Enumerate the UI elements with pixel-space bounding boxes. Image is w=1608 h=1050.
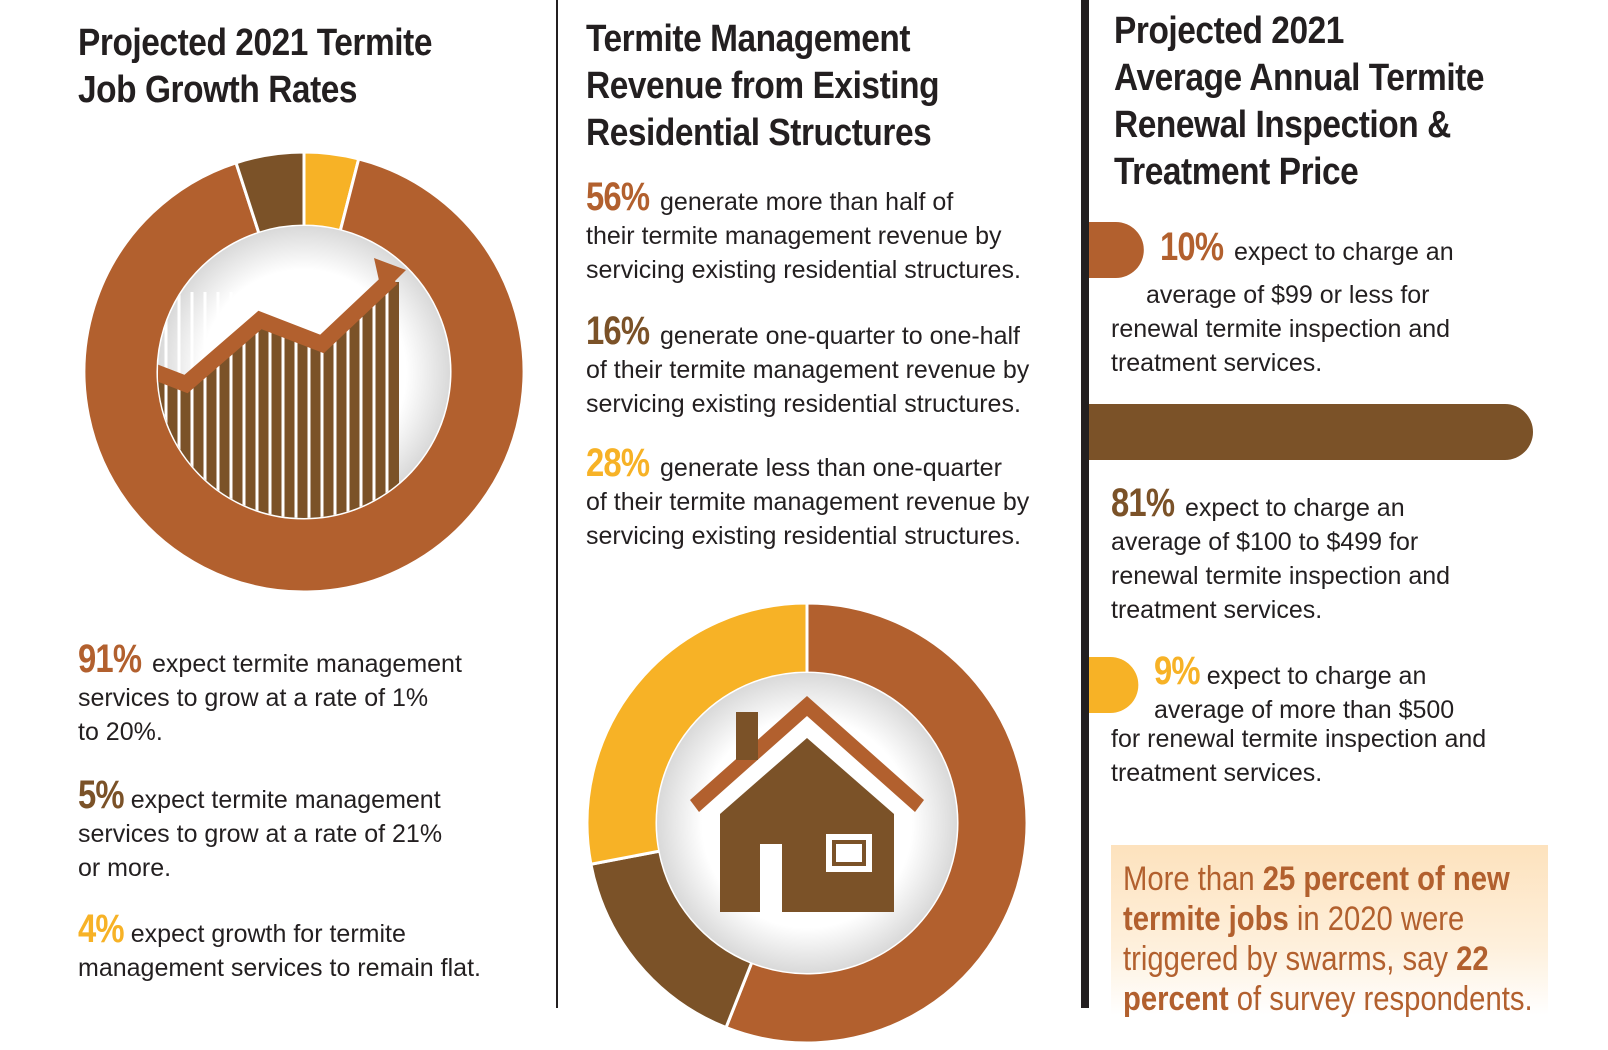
job-growth-title-line1: Projected 2021 Termite (78, 22, 433, 64)
stat-text: average of $100 to $499 for (1111, 528, 1419, 556)
stat-text: servicing existing residential structure… (586, 390, 1021, 418)
job-growth-donut-chart (82, 150, 526, 594)
stat-percent: 56% (586, 175, 650, 219)
job-growth-stat: 91% expect termite management services t… (78, 637, 462, 749)
price-stat: 81% expect to charge an average of $100 … (1111, 481, 1451, 627)
stat-text: expect growth for termite (130, 920, 406, 948)
stat-text: of their termite management revenue by (586, 488, 1030, 516)
callout-bold-text: 25 percent of new (1262, 860, 1510, 898)
price-bar (1089, 404, 1533, 460)
callout-text-part: triggered by swarms, say (1123, 940, 1457, 978)
stat-text: to 20%. (78, 718, 163, 746)
revenue-title-line3: Residential Structures (586, 112, 932, 154)
revenue-title-line1: Termite Management (586, 18, 911, 60)
column-divider-left (556, 0, 558, 1008)
price-title: Projected 2021 Average Annual Termite Re… (1114, 8, 1484, 196)
price-bar (1089, 657, 1139, 713)
job-growth-stat: 5% expect termite management services to… (78, 773, 443, 885)
price-title-line3: Renewal Inspection & (1114, 104, 1451, 146)
revenue-stat: 56% generate more than half of their ter… (586, 175, 1021, 287)
price-stat-line: renewal termite inspection and treatment… (1111, 312, 1450, 380)
stat-percent: 5% (78, 773, 125, 817)
stat-text: treatment services. (1111, 349, 1323, 377)
revenue-donut-chart (585, 601, 1029, 1045)
stat-text: expect to charge an (1234, 238, 1454, 266)
stat-text: renewal termite inspection and (1111, 562, 1451, 590)
price-bar-fill (1089, 657, 1139, 713)
stat-text: expect termite management (152, 650, 462, 678)
price-title-line1: Projected 2021 (1114, 10, 1344, 52)
stat-text: expect to charge an (1185, 494, 1405, 522)
job-growth-panel: Projected 2021 Termite Job Growth Rates … (0, 0, 556, 1050)
swarm-callout-text: More than 25 percent of new termite jobs … (1123, 859, 1533, 1019)
price-panel: Projected 2021 Average Annual Termite Re… (1090, 0, 1608, 1050)
callout-text-part: of survey respondents. (1228, 980, 1533, 1018)
column-divider-right (1081, 0, 1089, 1008)
job-growth-stat: 4% expect growth for termite management … (78, 907, 481, 985)
revenue-stat: 16% generate one-quarter to one-half of … (586, 309, 1030, 421)
stat-percent: 91% (78, 637, 142, 681)
stat-text: generate more than half of (660, 188, 954, 216)
price-bar-fill (1089, 404, 1533, 460)
stat-text: servicing existing residential structure… (586, 522, 1021, 550)
callout-text-part: in 2020 were (1288, 900, 1465, 938)
stat-percent: 10% (1160, 225, 1224, 269)
stat-text: services to grow at a rate of 1% (78, 684, 429, 712)
house-icon (690, 696, 924, 912)
stat-text: treatment services. (1111, 596, 1323, 624)
stat-text: of their termite management revenue by (586, 356, 1030, 384)
price-title-line2: Average Annual Termite (1114, 57, 1485, 99)
stat-percent: 9% (1154, 649, 1201, 693)
stat-text: average of $99 or less for (1146, 281, 1430, 309)
price-bar (1089, 222, 1144, 278)
job-growth-title-line2: Job Growth Rates (78, 69, 358, 111)
stat-text: management services to remain flat. (78, 954, 481, 982)
revenue-stat: 28% generate less than one-quarter of th… (586, 441, 1030, 553)
stat-text: renewal termite inspection and (1111, 315, 1451, 343)
stat-percent: 81% (1111, 481, 1175, 525)
stat-text: expect to charge an (1206, 662, 1427, 690)
stat-text: for renewal termite inspection and (1111, 725, 1487, 753)
stat-percent: 4% (78, 907, 125, 951)
stat-text: servicing existing residential structure… (586, 256, 1021, 284)
revenue-panel: Termite Management Revenue from Existing… (560, 0, 1080, 1050)
callout-bold-text: 22 (1456, 940, 1489, 978)
stat-percent: 16% (586, 309, 650, 353)
price-title-line4: Treatment Price (1114, 151, 1359, 193)
price-stat-line: average of $99 or less for (1146, 278, 1430, 312)
revenue-title-line2: Revenue from Existing (586, 65, 940, 107)
stat-text: generate less than one-quarter (660, 454, 1002, 482)
price-stat-line: for renewal termite inspection and treat… (1111, 722, 1486, 790)
stat-text: or more. (78, 854, 172, 882)
stat-text: services to grow at a rate of 21% (78, 820, 443, 848)
callout-bold-text: percent (1123, 980, 1229, 1018)
job-growth-title: Projected 2021 Termite Job Growth Rates (78, 20, 432, 114)
stat-text: average of more than $500 (1154, 696, 1455, 724)
stat-percent: 28% (586, 441, 650, 485)
price-stat: 10% expect to charge an (1160, 225, 1454, 269)
stat-text: expect termite management (130, 786, 441, 814)
stat-text: treatment services. (1111, 759, 1323, 787)
revenue-title: Termite Management Revenue from Existing… (586, 16, 940, 157)
stat-text: generate one-quarter to one-half (660, 322, 1020, 350)
swarm-callout-box: More than 25 percent of new termite jobs … (1111, 845, 1548, 1018)
stat-text: their termite management revenue by (586, 222, 1002, 250)
price-bar-fill (1089, 222, 1144, 278)
callout-bold-text: termite jobs (1123, 900, 1289, 938)
callout-text-part: More than (1123, 860, 1263, 898)
price-stat: 9% expect to charge an average of more t… (1154, 649, 1455, 727)
